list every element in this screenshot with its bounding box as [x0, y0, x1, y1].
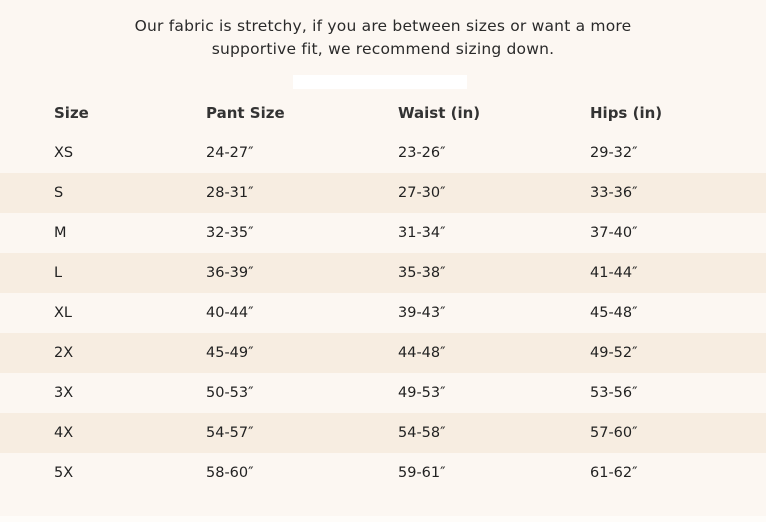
header-hips: Hips (in)	[590, 104, 663, 122]
cell-size: XL	[54, 305, 73, 321]
cell-waist: 59-61″	[398, 465, 446, 481]
table-row: 5X 58-60″ 59-61″ 61-62″	[0, 453, 766, 493]
sizing-note-line-1: Our fabric is stretchy, if you are betwe…	[134, 17, 632, 35]
white-divider-bar	[293, 75, 467, 89]
sizing-note: Our fabric is stretchy, if you are betwe…	[0, 15, 766, 61]
cell-hips: 33-36″	[590, 185, 638, 201]
table-header-row: Size Pant Size Waist (in) Hips (in)	[0, 93, 766, 133]
table-row: L 36-39″ 35-38″ 41-44″	[0, 253, 766, 293]
cell-hips: 53-56″	[590, 385, 638, 401]
cell-size: 2X	[54, 345, 74, 361]
cell-pant-size: 36-39″	[206, 265, 254, 281]
cell-pant-size: 50-53″	[206, 385, 254, 401]
cell-hips: 57-60″	[590, 425, 638, 441]
cell-pant-size: 40-44″	[206, 305, 254, 321]
table-row: 4X 54-57″ 54-58″ 57-60″	[0, 413, 766, 453]
cell-size: L	[54, 265, 63, 281]
header-pant-size: Pant Size	[206, 104, 285, 122]
header-size: Size	[54, 104, 89, 122]
cell-hips: 45-48″	[590, 305, 638, 321]
cell-pant-size: 58-60″	[206, 465, 254, 481]
cell-hips: 29-32″	[590, 145, 638, 161]
cell-hips: 61-62″	[590, 465, 638, 481]
cell-waist: 44-48″	[398, 345, 446, 361]
header-waist: Waist (in)	[398, 104, 481, 122]
cell-waist: 35-38″	[398, 265, 446, 281]
cell-size: M	[54, 225, 67, 241]
cell-size: 4X	[54, 425, 74, 441]
cell-waist: 31-34″	[398, 225, 446, 241]
table-row: M 32-35″ 31-34″ 37-40″	[0, 213, 766, 253]
cell-size: S	[54, 185, 64, 201]
cell-size: XS	[54, 145, 74, 161]
cell-waist: 49-53″	[398, 385, 446, 401]
cell-pant-size: 24-27″	[206, 145, 254, 161]
cell-waist: 23-26″	[398, 145, 446, 161]
table-row: XL 40-44″ 39-43″ 45-48″	[0, 293, 766, 333]
cell-pant-size: 45-49″	[206, 345, 254, 361]
cell-waist: 54-58″	[398, 425, 446, 441]
cell-hips: 49-52″	[590, 345, 638, 361]
cell-size: 3X	[54, 385, 74, 401]
bottom-edge	[0, 516, 766, 522]
cell-pant-size: 28-31″	[206, 185, 254, 201]
sizing-note-line-2: supportive fit, we recommend sizing down…	[211, 40, 555, 58]
table-row: 2X 45-49″ 44-48″ 49-52″	[0, 333, 766, 373]
cell-size: 5X	[54, 465, 74, 481]
cell-pant-size: 54-57″	[206, 425, 254, 441]
cell-pant-size: 32-35″	[206, 225, 254, 241]
cell-waist: 27-30″	[398, 185, 446, 201]
table-row: XS 24-27″ 23-26″ 29-32″	[0, 133, 766, 173]
table-row: S 28-31″ 27-30″ 33-36″	[0, 173, 766, 213]
cell-hips: 37-40″	[590, 225, 638, 241]
table-row: 3X 50-53″ 49-53″ 53-56″	[0, 373, 766, 413]
cell-waist: 39-43″	[398, 305, 446, 321]
cell-hips: 41-44″	[590, 265, 638, 281]
